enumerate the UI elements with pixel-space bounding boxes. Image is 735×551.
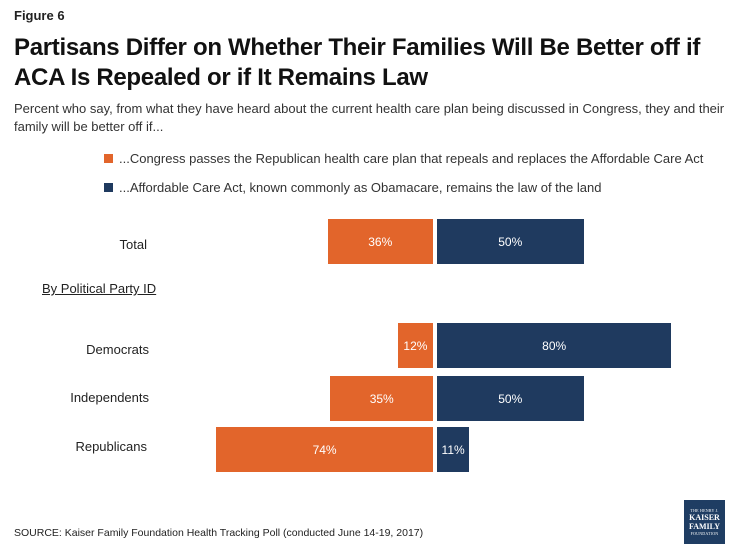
logo-line-1: THE HENRY J. (690, 508, 719, 513)
bar-remain-independents: 50% (437, 376, 584, 421)
source-note: SOURCE: Kaiser Family Foundation Health … (14, 527, 424, 539)
logo-line-4: FOUNDATION (690, 531, 719, 536)
chart-title: Partisans Differ on Whether Their Famili… (14, 34, 701, 91)
bar-repeal-democrats: 12% (397, 323, 433, 368)
bar-repeal-republicans: 74% (216, 427, 433, 472)
row-label-republicans: Republicans (75, 439, 147, 454)
bar-label-remain-independents: 50% (498, 391, 523, 406)
bar-label-repeal-total: 36% (368, 234, 393, 249)
bar-label-repeal-independents: 35% (369, 391, 394, 406)
bar-repeal-independents: 35% (330, 376, 433, 421)
row-label-independents: Independents (70, 390, 149, 405)
legend-item-repeal: ...Congress passes the Republican health… (104, 151, 703, 166)
bar-repeal-total: 36% (327, 219, 433, 264)
legend-swatch-repeal (104, 154, 113, 163)
legend-label-repeal: ...Congress passes the Republican health… (119, 151, 704, 166)
bar-remain-total: 50% (437, 219, 584, 264)
bar-label-remain-republicans: 11% (441, 442, 465, 457)
logo-line-3: FAMILY (688, 522, 721, 531)
bar-remain-republicans: 11% (437, 427, 470, 472)
legend-label-remain: ...Affordable Care Act, known commonly a… (119, 180, 602, 195)
legend-swatch-remain (104, 183, 113, 192)
bar-label-repeal-republicans: 74% (312, 442, 337, 457)
logo-line-2: KAISER (689, 513, 720, 522)
bar-remain-democrats: 80% (437, 323, 672, 368)
chart-subtitle: Percent who say, from what they have hea… (14, 101, 725, 134)
bar-label-repeal-democrats: 12% (403, 338, 428, 353)
group-label-party: By Political Party ID (42, 281, 157, 296)
bar-label-remain-total: 50% (498, 234, 523, 249)
row-label-democrats: Democrats (86, 342, 149, 357)
kff-logo: THE HENRY J. KAISER FAMILY FOUNDATION (684, 500, 725, 544)
figure-label: Figure 6 (14, 8, 65, 23)
legend-item-remain: ...Affordable Care Act, known commonly a… (104, 180, 601, 195)
bar-label-remain-democrats: 80% (542, 338, 567, 353)
row-label-total: Total (119, 237, 147, 252)
